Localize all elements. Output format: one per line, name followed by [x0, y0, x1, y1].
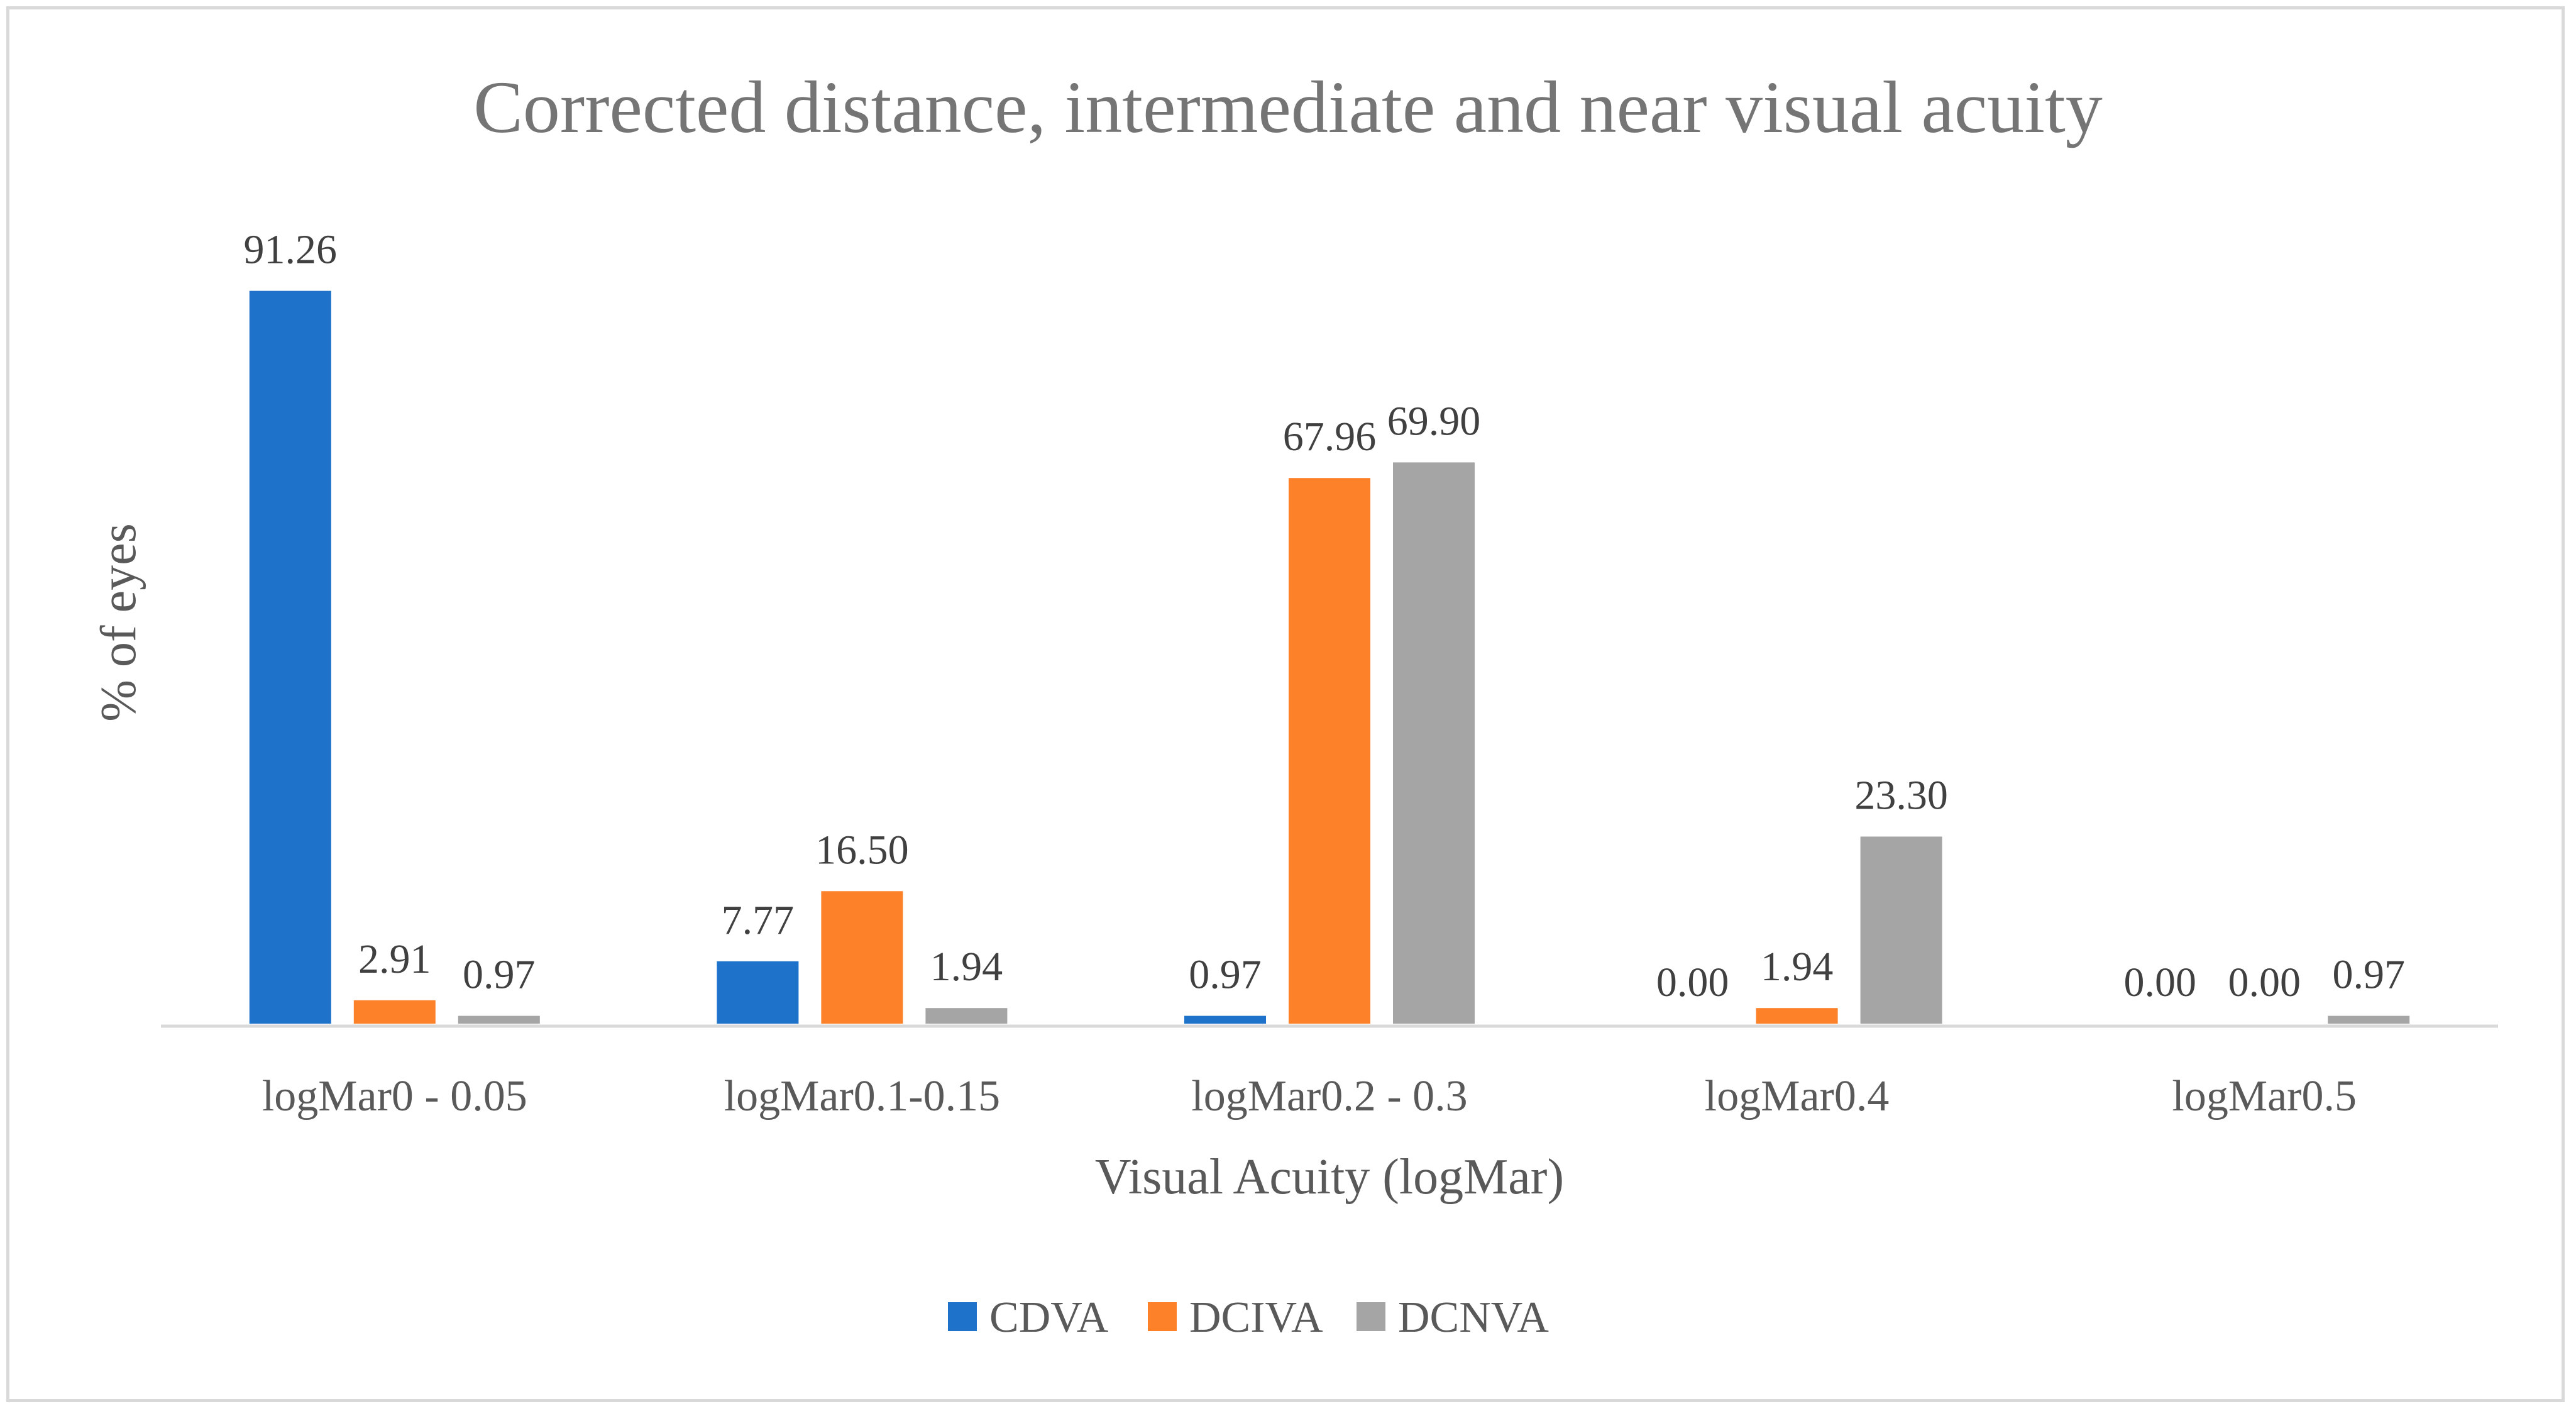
data-label-dciva-logmar0-5: 0.00: [2228, 960, 2301, 1005]
legend-swatch-dcnva: [1357, 1302, 1385, 1331]
x-axis-title: Visual Acuity (logMar): [1095, 1149, 1564, 1205]
data-label-dcnva-logmar0-2-0-3: 69.90: [1387, 398, 1481, 444]
x-tick-label-logmar0-2-0-3: logMar0.2 - 0.3: [1191, 1072, 1467, 1120]
bar-dcnva-logmar0-2-0-3: [1393, 462, 1475, 1024]
data-label-dciva-logmar0-0-05: 2.91: [358, 936, 431, 982]
bar-dciva-logmar0-2-0-3: [1289, 478, 1370, 1024]
bar-cdva-logmar0-0-05: [249, 290, 331, 1024]
data-label-cdva-logmar0-4: 0.00: [1656, 960, 1729, 1005]
data-label-cdva-logmar0-2-0-3: 0.97: [1189, 952, 1262, 998]
legend-label-dciva: DCIVA: [1189, 1293, 1323, 1342]
bars-layer: [249, 290, 2410, 1024]
x-tick-label-logmar0-1-0-15: logMar0.1-0.15: [724, 1072, 1000, 1120]
x-tick-label-logmar0-0-05: logMar0 - 0.05: [262, 1072, 527, 1120]
x-tick-label-logmar0-4: logMar0.4: [1705, 1072, 1890, 1120]
data-label-dciva-logmar0-2-0-3: 67.96: [1283, 414, 1377, 460]
legend-swatch-dciva: [1148, 1302, 1177, 1331]
legend-swatch-cdva: [948, 1302, 977, 1331]
legend-item-dciva: DCIVA: [1148, 1293, 1323, 1342]
bar-dcnva-logmar0-0-05: [458, 1015, 540, 1024]
data-label-dcnva-logmar0-1-0-15: 1.94: [930, 944, 1003, 990]
bar-dcnva-logmar0-5: [2328, 1015, 2410, 1024]
data-labels-layer: 91.26 2.91 0.97 7.77 16.50 1.94 0.97 67.96 69.90…: [244, 227, 2405, 1005]
chart-frame: [6, 6, 2565, 1402]
data-label-dcnva-logmar0-0-05: 0.97: [463, 952, 536, 998]
data-label-cdva-logmar0-0-05: 91.26: [244, 227, 338, 273]
legend-item-cdva: CDVA: [948, 1293, 1109, 1342]
data-label-dciva-logmar0-4: 1.94: [1761, 944, 1834, 990]
bar-dciva-logmar0-1-0-15: [821, 891, 903, 1024]
legend: CDVA DCIVA DCNVA: [948, 1293, 1549, 1342]
x-tick-label-logmar0-5: logMar0.5: [2172, 1072, 2357, 1120]
data-label-dcnva-logmar0-5: 0.97: [2332, 952, 2405, 998]
y-axis-title: % of eyes: [91, 523, 146, 721]
bar-cdva-logmar0-2-0-3: [1184, 1015, 1266, 1024]
data-label-cdva-logmar0-1-0-15: 7.77: [722, 897, 795, 943]
bar-dciva-logmar0-0-05: [353, 1000, 436, 1024]
bar-dcnva-logmar0-4: [1860, 836, 1942, 1024]
legend-label-cdva: CDVA: [989, 1293, 1109, 1342]
bar-dcnva-logmar0-1-0-15: [925, 1008, 1008, 1024]
legend-item-dcnva: DCNVA: [1357, 1293, 1549, 1342]
bar-dciva-logmar0-4: [1756, 1008, 1838, 1024]
bar-cdva-logmar0-1-0-15: [717, 961, 799, 1024]
legend-label-dcnva: DCNVA: [1398, 1293, 1549, 1342]
chart-title: Corrected distance, intermediate and nea…: [473, 66, 2103, 148]
tick-labels-layer: logMar0 - 0.05 logMar0.1-0.15 logMar0.2 - …: [262, 1072, 2357, 1120]
data-label-dcnva-logmar0-4: 23.30: [1854, 773, 1948, 819]
data-label-cdva-logmar0-5: 0.00: [2123, 960, 2196, 1005]
data-label-dciva-logmar0-1-0-15: 16.50: [815, 827, 909, 873]
